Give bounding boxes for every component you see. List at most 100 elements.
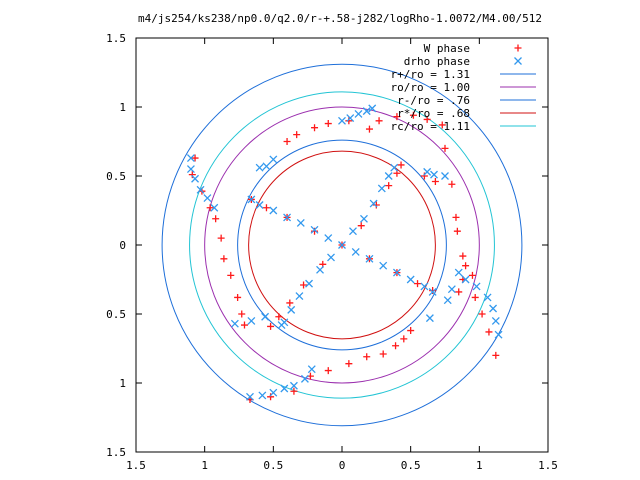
- drho-phase-point: [230, 319, 239, 328]
- drho-phase-point: [255, 163, 264, 172]
- drho-phase-point: [305, 279, 313, 288]
- drho-phase-point: [287, 305, 296, 314]
- drho-phase-point: [392, 268, 401, 277]
- drho-phase-point: [316, 265, 324, 274]
- w-phase-point: [238, 310, 246, 318]
- axis-ticks: 1.5 1 0.5 0 0.5 1 1.51.510.500.511.5: [106, 32, 558, 472]
- legend-marker: [514, 44, 522, 52]
- drho-phase-point: [368, 104, 377, 113]
- drho-phase-point: [277, 321, 286, 329]
- chart-title: m4/js254/ks238/np0.0/q2.0/r-+.58-j282/lo…: [138, 12, 542, 25]
- drho-phase-point: [269, 155, 278, 164]
- drho-phase-point: [300, 374, 309, 383]
- w-phase-point: [423, 115, 431, 123]
- legend-label: drho phase: [404, 55, 470, 68]
- reference-circle: [248, 150, 436, 340]
- w-phase-point: [448, 180, 456, 188]
- w-phase-point: [357, 222, 365, 230]
- drho-phase-point: [349, 227, 357, 236]
- w-phase-point: [409, 111, 417, 119]
- drho-phase-point: [377, 184, 386, 193]
- w-phase-point: [275, 313, 283, 321]
- drho-phase-point: [472, 282, 481, 291]
- y-tick-label: 1: [119, 377, 126, 390]
- legend-label: r+/ro = 1.31: [391, 68, 470, 81]
- w-phase-point: [262, 204, 270, 212]
- legend-label: r-/ro = .76: [397, 94, 470, 107]
- legend-label: rc/ro = 1.11: [391, 120, 470, 133]
- drho-phase-point: [261, 312, 270, 321]
- w-phase-point: [392, 342, 400, 350]
- w-phase-point: [453, 227, 461, 235]
- drho-phase-point: [196, 185, 205, 194]
- w-phase-point: [290, 387, 298, 395]
- drho-phase-point: [246, 392, 254, 401]
- drho-phase-point: [310, 225, 319, 234]
- w-phase-point: [220, 255, 228, 263]
- drho-phase-point: [247, 316, 256, 325]
- drho-phase-point: [338, 116, 346, 125]
- w-phase-point: [429, 287, 437, 295]
- x-tick-label: 1.5: [538, 459, 558, 472]
- x-tick-label: 1: [476, 459, 483, 472]
- w-phase-point: [267, 393, 275, 401]
- w-phase-point: [311, 227, 319, 235]
- drho-phase-point: [430, 170, 438, 179]
- reference-circle: [161, 63, 523, 427]
- drho-phase-point: [324, 234, 333, 243]
- w-phase-point: [393, 113, 401, 121]
- drho-phase-point: [186, 154, 195, 163]
- w-phase-point: [372, 201, 380, 209]
- drho-phase-point: [307, 365, 316, 374]
- drho-phase-point: [454, 268, 463, 277]
- w-phase-point: [375, 117, 383, 125]
- drho-phase-point: [269, 388, 278, 397]
- drho-phase-point: [283, 213, 292, 222]
- x-tick-label: 0: [339, 459, 346, 472]
- w-phase-point: [324, 120, 332, 128]
- w-phase-point: [471, 293, 479, 301]
- x-tick-label: 1.5: [126, 459, 146, 472]
- w-phase-point: [286, 299, 294, 307]
- drho-phase-point: [483, 293, 492, 302]
- drho-phase-point: [428, 287, 437, 296]
- drho-phase-point: [203, 194, 212, 203]
- x-tick-label: 1: [201, 459, 208, 472]
- reference-circle: [204, 106, 480, 384]
- w-phase-point: [438, 121, 446, 129]
- w-phase-point: [400, 335, 408, 343]
- drho-phase-point: [327, 253, 335, 262]
- drho-phase-point: [247, 195, 256, 204]
- w-phase-point: [311, 124, 319, 132]
- drho-phase-point: [338, 241, 346, 249]
- w-phase-point: [414, 280, 422, 288]
- drho-phase-point: [379, 261, 388, 270]
- drho-phase-point: [390, 163, 399, 172]
- drho-phase-point: [269, 206, 278, 215]
- drho-phase-point: [186, 165, 195, 174]
- x-tick-label: 0.5: [401, 459, 421, 472]
- drho-phase-point: [425, 314, 434, 323]
- plot-area: [161, 63, 523, 427]
- reference-circle: [189, 91, 495, 399]
- drho-phase-point: [420, 282, 429, 291]
- w-phase-point: [455, 288, 463, 296]
- drho-phase-point: [258, 391, 267, 400]
- w-phase-point: [188, 171, 196, 179]
- w-phase-point: [485, 328, 493, 336]
- drho-phase-point: [210, 203, 219, 212]
- drho-phase-point: [441, 172, 449, 180]
- w-phase-point: [492, 351, 500, 359]
- w-phase-point: [212, 215, 220, 223]
- drho-phase-point: [296, 218, 305, 227]
- w-phase-point: [441, 144, 449, 152]
- w-phase-point: [300, 281, 308, 289]
- w-phase-point: [459, 252, 467, 260]
- drho-phase-point: [262, 162, 271, 171]
- drho-phase-point: [461, 275, 470, 284]
- w-phase-point: [345, 360, 353, 368]
- w-phase-point: [379, 350, 387, 358]
- w-phase-point: [397, 161, 405, 169]
